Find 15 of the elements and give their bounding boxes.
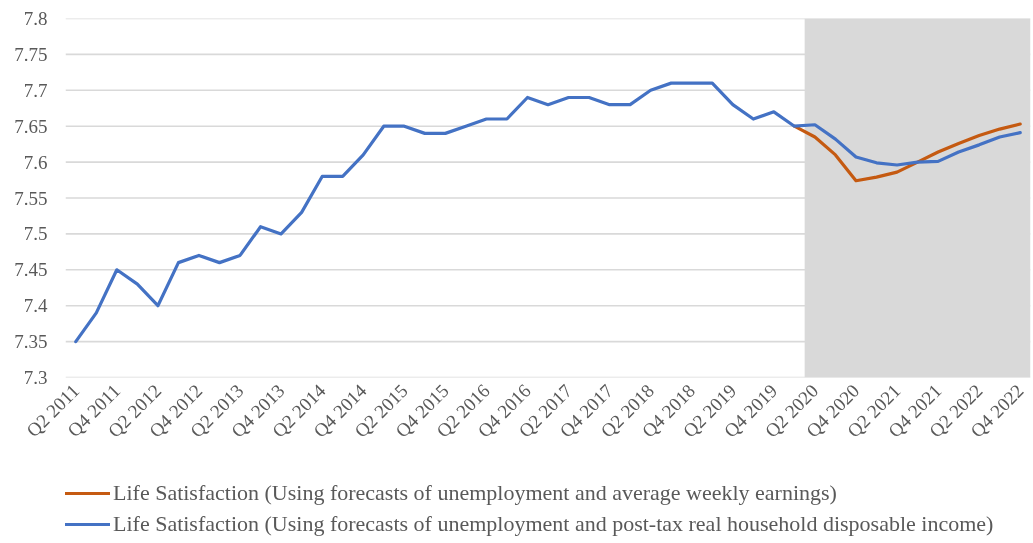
legend-label: Life Satisfaction (Using forecasts of unemployment and average weekly earnings) [113, 480, 837, 506]
y-tick-label: 7.3 [23, 367, 48, 388]
line-series [74, 81, 1022, 344]
y-tick-label: 7.75 [14, 43, 48, 65]
y-tick-label: 7.55 [14, 187, 48, 209]
y-tick-label: 7.8 [23, 8, 48, 29]
y-tick-label: 7.6 [23, 151, 48, 173]
y-tick-label: 7.45 [14, 259, 48, 281]
y-tick-label: 7.65 [14, 115, 48, 137]
y-tick-label: 7.4 [23, 295, 48, 317]
y-tick-label: 7.35 [14, 331, 48, 353]
y-tick-label: 7.7 [23, 79, 48, 101]
legend-label: Life Satisfaction (Using forecasts of unemployment and post-tax real household disposable income) [113, 511, 994, 537]
line-series [792, 122, 1022, 183]
y-tick-label: 7.5 [23, 223, 48, 245]
